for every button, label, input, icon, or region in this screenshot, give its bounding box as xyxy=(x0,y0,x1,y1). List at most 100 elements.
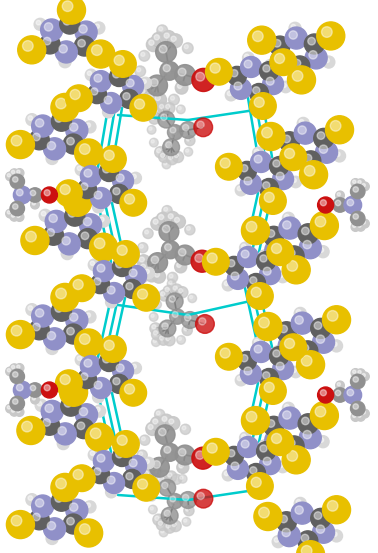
Circle shape xyxy=(251,287,261,298)
Circle shape xyxy=(60,14,80,34)
Circle shape xyxy=(59,440,64,444)
Circle shape xyxy=(33,513,40,521)
Circle shape xyxy=(301,545,312,553)
Circle shape xyxy=(77,369,96,389)
Circle shape xyxy=(170,96,175,100)
Circle shape xyxy=(302,227,309,235)
Circle shape xyxy=(195,254,203,262)
Circle shape xyxy=(274,538,279,542)
Circle shape xyxy=(167,249,171,253)
Circle shape xyxy=(167,452,171,456)
Circle shape xyxy=(59,45,67,53)
Circle shape xyxy=(139,462,152,475)
Circle shape xyxy=(126,473,133,480)
Circle shape xyxy=(149,113,160,124)
Circle shape xyxy=(88,449,100,461)
Circle shape xyxy=(55,305,62,312)
Circle shape xyxy=(7,174,11,177)
Circle shape xyxy=(113,71,120,78)
Circle shape xyxy=(196,72,204,81)
Circle shape xyxy=(135,66,146,77)
Circle shape xyxy=(144,471,149,476)
Circle shape xyxy=(43,138,65,160)
Circle shape xyxy=(159,428,166,436)
Circle shape xyxy=(122,75,144,96)
Circle shape xyxy=(192,69,215,91)
Circle shape xyxy=(152,476,156,482)
Circle shape xyxy=(264,416,284,436)
Circle shape xyxy=(303,241,311,249)
Circle shape xyxy=(290,176,301,187)
Circle shape xyxy=(179,289,183,293)
Circle shape xyxy=(172,494,180,503)
Circle shape xyxy=(327,311,338,321)
Circle shape xyxy=(31,395,39,404)
Circle shape xyxy=(194,489,213,508)
Circle shape xyxy=(151,256,159,264)
Circle shape xyxy=(79,524,90,534)
Circle shape xyxy=(159,222,179,242)
Circle shape xyxy=(361,409,369,418)
Circle shape xyxy=(93,260,114,281)
Circle shape xyxy=(129,459,137,467)
Circle shape xyxy=(153,93,167,107)
Circle shape xyxy=(26,494,38,505)
Circle shape xyxy=(311,508,331,528)
Circle shape xyxy=(253,147,264,159)
Circle shape xyxy=(10,169,19,178)
Circle shape xyxy=(317,132,325,139)
Circle shape xyxy=(12,204,18,209)
Circle shape xyxy=(42,187,57,203)
Circle shape xyxy=(353,377,358,382)
Circle shape xyxy=(318,387,334,403)
Circle shape xyxy=(169,244,173,248)
Circle shape xyxy=(228,259,235,267)
Circle shape xyxy=(158,334,169,345)
Circle shape xyxy=(167,272,178,283)
Circle shape xyxy=(33,323,40,331)
Circle shape xyxy=(93,201,104,213)
Circle shape xyxy=(353,404,358,409)
Circle shape xyxy=(103,356,110,363)
Circle shape xyxy=(133,284,160,311)
Circle shape xyxy=(246,221,257,232)
Circle shape xyxy=(263,457,271,465)
Circle shape xyxy=(335,390,341,396)
Circle shape xyxy=(358,224,361,227)
Circle shape xyxy=(183,124,189,131)
Circle shape xyxy=(241,440,249,448)
Circle shape xyxy=(244,367,252,375)
Circle shape xyxy=(322,495,350,524)
Circle shape xyxy=(167,243,178,253)
Circle shape xyxy=(29,320,49,340)
Circle shape xyxy=(30,190,36,196)
Circle shape xyxy=(235,374,247,386)
Circle shape xyxy=(177,84,182,88)
Circle shape xyxy=(254,149,259,153)
Circle shape xyxy=(260,255,267,262)
Circle shape xyxy=(245,54,249,59)
Circle shape xyxy=(254,97,264,107)
Circle shape xyxy=(231,462,239,470)
Circle shape xyxy=(113,378,120,385)
Circle shape xyxy=(242,217,270,244)
Circle shape xyxy=(296,310,301,314)
Circle shape xyxy=(84,169,92,177)
Circle shape xyxy=(169,281,172,284)
Circle shape xyxy=(40,34,60,54)
Circle shape xyxy=(116,364,124,372)
Circle shape xyxy=(184,315,191,321)
Circle shape xyxy=(41,211,46,216)
Circle shape xyxy=(67,137,74,145)
Circle shape xyxy=(68,275,95,301)
Circle shape xyxy=(153,300,161,309)
Circle shape xyxy=(242,406,270,435)
Circle shape xyxy=(267,239,294,265)
Circle shape xyxy=(11,170,15,174)
Circle shape xyxy=(253,337,264,348)
Circle shape xyxy=(139,257,144,262)
Circle shape xyxy=(186,507,189,511)
Circle shape xyxy=(43,518,65,540)
Circle shape xyxy=(173,496,176,499)
Circle shape xyxy=(143,267,155,279)
